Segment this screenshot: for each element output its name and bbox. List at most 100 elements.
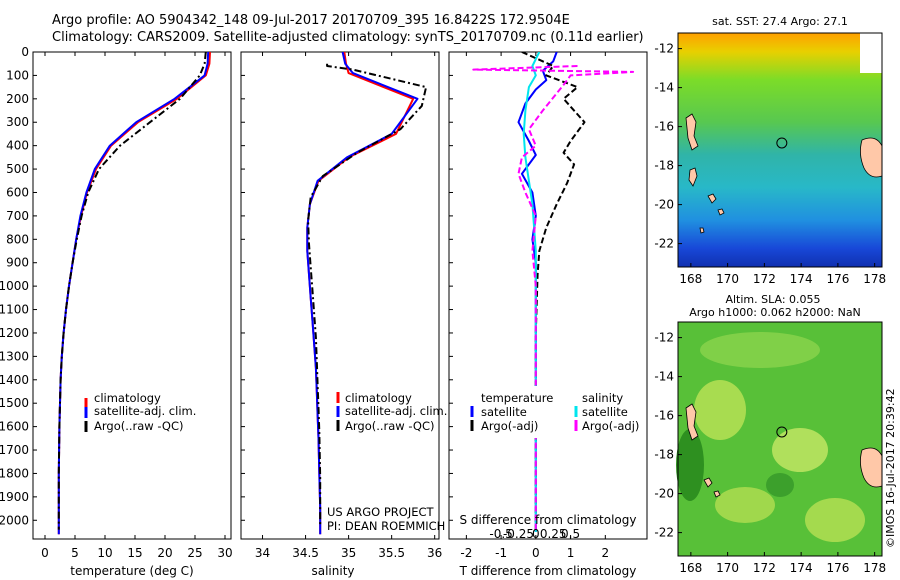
island-shape [703, 477, 721, 498]
legend-s-satellite: satellite [582, 405, 628, 419]
x-tick-label: 0 [532, 546, 540, 560]
y-tick-label: 1100 [0, 303, 29, 317]
series-line-argo-raw-qc- [57, 52, 207, 530]
legend-satellite: satellite-adj. clim. [345, 404, 447, 418]
y-tick-label: 200 [6, 92, 29, 106]
x-tick-top-label: 0.25 [540, 527, 567, 541]
map-x-tick-label: 176 [826, 561, 849, 575]
y-tick-label: 1500 [0, 396, 29, 410]
project-credit: US ARGO PROJECT [327, 505, 435, 519]
y-tick-label: 2000 [0, 513, 29, 527]
y-tick-label: 1800 [0, 466, 29, 480]
map-y-tick-label: -18 [654, 448, 674, 462]
legend-salinity-header: salinity [582, 391, 623, 405]
sla-anomaly-blob [700, 332, 820, 368]
legend-climatology: climatology [94, 391, 161, 405]
legend-argo: Argo(..raw -QC) [345, 419, 435, 433]
y-tick-label: 1000 [0, 279, 29, 293]
y-tick-label: 400 [6, 139, 29, 153]
map-y-tick-label: -16 [654, 120, 674, 134]
island-shape [860, 137, 883, 178]
y-tick-label: 900 [6, 256, 29, 270]
temperature-x-axis: 0 5 10 15 20 25 30 [41, 52, 233, 560]
map-x-tick-label: 170 [716, 272, 739, 286]
y-tick-label: 100 [6, 68, 29, 82]
map-x-tick-label: 178 [863, 272, 886, 286]
x-tick-top-label: -0.5 [489, 527, 512, 541]
temperature-axes [32, 51, 232, 540]
header-line2: Climatology: CARS2009. Satellite-adjuste… [52, 30, 644, 45]
island-shape [685, 403, 699, 441]
map-x-tick-label: 176 [826, 272, 849, 286]
legend-argo: Argo(..raw -QC) [94, 419, 184, 433]
sst-map-frame [677, 32, 883, 268]
sla-anomaly-blob [766, 473, 794, 497]
map-x-tick-label: 178 [863, 561, 886, 575]
x-tick-label: 10 [97, 546, 112, 560]
difference-x-axis: -2 -1 0 1 2-0.5-0.250 0.250.5 [460, 52, 609, 560]
legend-climatology: climatology [345, 391, 412, 405]
series-line-satellite-adj-clim- [57, 52, 210, 535]
map-y-tick-label: -22 [654, 526, 674, 540]
series-line-climatology [306, 52, 415, 535]
y-tick-label: 1600 [0, 420, 29, 434]
salinity-legend: climatology satellite-adj. clim. Argo(..… [336, 391, 447, 433]
depth-axis: 0 100 200 300 400 500 600 700 800 900 1000 1100 1200… [0, 45, 37, 527]
series-line-s-satellite [522, 52, 541, 532]
x-tick-top-label: 0 [532, 527, 540, 541]
difference-xlabel: T difference from climatology [459, 564, 637, 578]
map-y-tick-label: -18 [654, 159, 674, 173]
salinity-x-axis: 34 34.5 35 35.5 36 [255, 52, 442, 560]
x-tick-label: 2 [601, 546, 609, 560]
difference-plot [449, 52, 635, 532]
series-line-argo-raw-qc- [307, 63, 428, 525]
y-tick-label: 0 [21, 45, 29, 59]
sst-field [678, 33, 882, 267]
x-tick-label: -1 [495, 546, 507, 560]
map-x-tick-label: 170 [716, 561, 739, 575]
legend-t-satellite: satellite [481, 405, 527, 419]
map-y-tick-label: -14 [654, 81, 674, 95]
y-tick-label: 700 [6, 209, 29, 223]
difference-legend: temperature salinity satellite Argo(-adj… [460, 386, 640, 438]
island-shape [860, 447, 883, 488]
y-tick-label: 500 [6, 162, 29, 176]
series-line-s-argo-adj- [472, 65, 635, 532]
y-tick-label: 800 [6, 232, 29, 246]
sla-anomaly-blob [772, 428, 828, 472]
island-shape [688, 167, 698, 187]
map-y-tick-label: -12 [654, 42, 674, 56]
x-tick-label: 0 [41, 546, 49, 560]
series-line-t-argo-adj- [521, 52, 586, 532]
x-tick-top-label: -0.25 [503, 527, 534, 541]
imos-credit: ©IMOS 16-Jul-2017 20:39:42 [884, 388, 897, 548]
sla-map-subtitle: Argo h1000: 0.062 h2000: NaN [689, 306, 861, 319]
map-y-tick-label: -14 [654, 370, 674, 384]
y-tick-label: 1300 [0, 349, 29, 363]
missing-data-patch [860, 33, 882, 73]
temperature-xlabel: temperature (deg C) [70, 564, 193, 578]
x-tick-label: 25 [187, 546, 202, 560]
x-tick-top-label: 0.5 [561, 527, 580, 541]
x-tick-label: 36 [427, 546, 442, 560]
legend-t-argo: Argo(-adj) [481, 419, 538, 433]
map-x-tick-label: 168 [679, 272, 702, 286]
y-tick-label: 1400 [0, 373, 29, 387]
legend-satellite: satellite-adj. clim. [94, 404, 196, 418]
x-tick-label: -2 [460, 546, 472, 560]
salinity-axes [240, 51, 440, 540]
sst-map-axes: 168 170 172 174 176 178 -12 -14 -16 -18 -20 -22 [654, 42, 886, 286]
salinity-xlabel: salinity [311, 564, 354, 578]
temperature-legend: climatology satellite-adj. clim. Argo(..… [84, 391, 196, 433]
x-tick-label: 15 [127, 546, 142, 560]
map-x-tick-label: 174 [790, 272, 813, 286]
difference-xlabel-top: S difference from climatology [460, 513, 637, 527]
y-tick-label: 1200 [0, 326, 29, 340]
sst-map-title: sat. SST: 27.4 Argo: 27.1 [712, 15, 848, 28]
sla-anomaly-blob [715, 487, 775, 523]
x-tick-label: 35.5 [378, 546, 405, 560]
map-y-tick-label: -16 [654, 409, 674, 423]
legend-s-argo: Argo(-adj) [582, 419, 639, 433]
y-tick-label: 1700 [0, 443, 29, 457]
